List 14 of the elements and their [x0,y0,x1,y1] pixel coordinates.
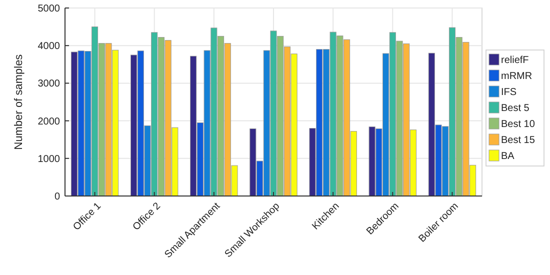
legend-label: Best 15 [501,135,536,146]
y-tick-label: 1000 [38,154,60,165]
legend-label: Best 10 [501,119,536,130]
y-tick-label: 0 [54,192,60,202]
legend-label: BA [501,151,515,162]
legend-label: reliefF [501,55,529,66]
legend-label: mRMR [501,71,532,82]
legend-label: IFS [501,87,517,98]
legend-label: Best 5 [501,103,530,114]
y-tick-label: 5000 [38,4,60,14]
y-tick-label: 2000 [38,116,60,128]
y-tick-label: 3000 [38,78,60,90]
y-tick-label: 4000 [38,41,60,52]
y-axis-title: Number of samples [13,54,25,150]
